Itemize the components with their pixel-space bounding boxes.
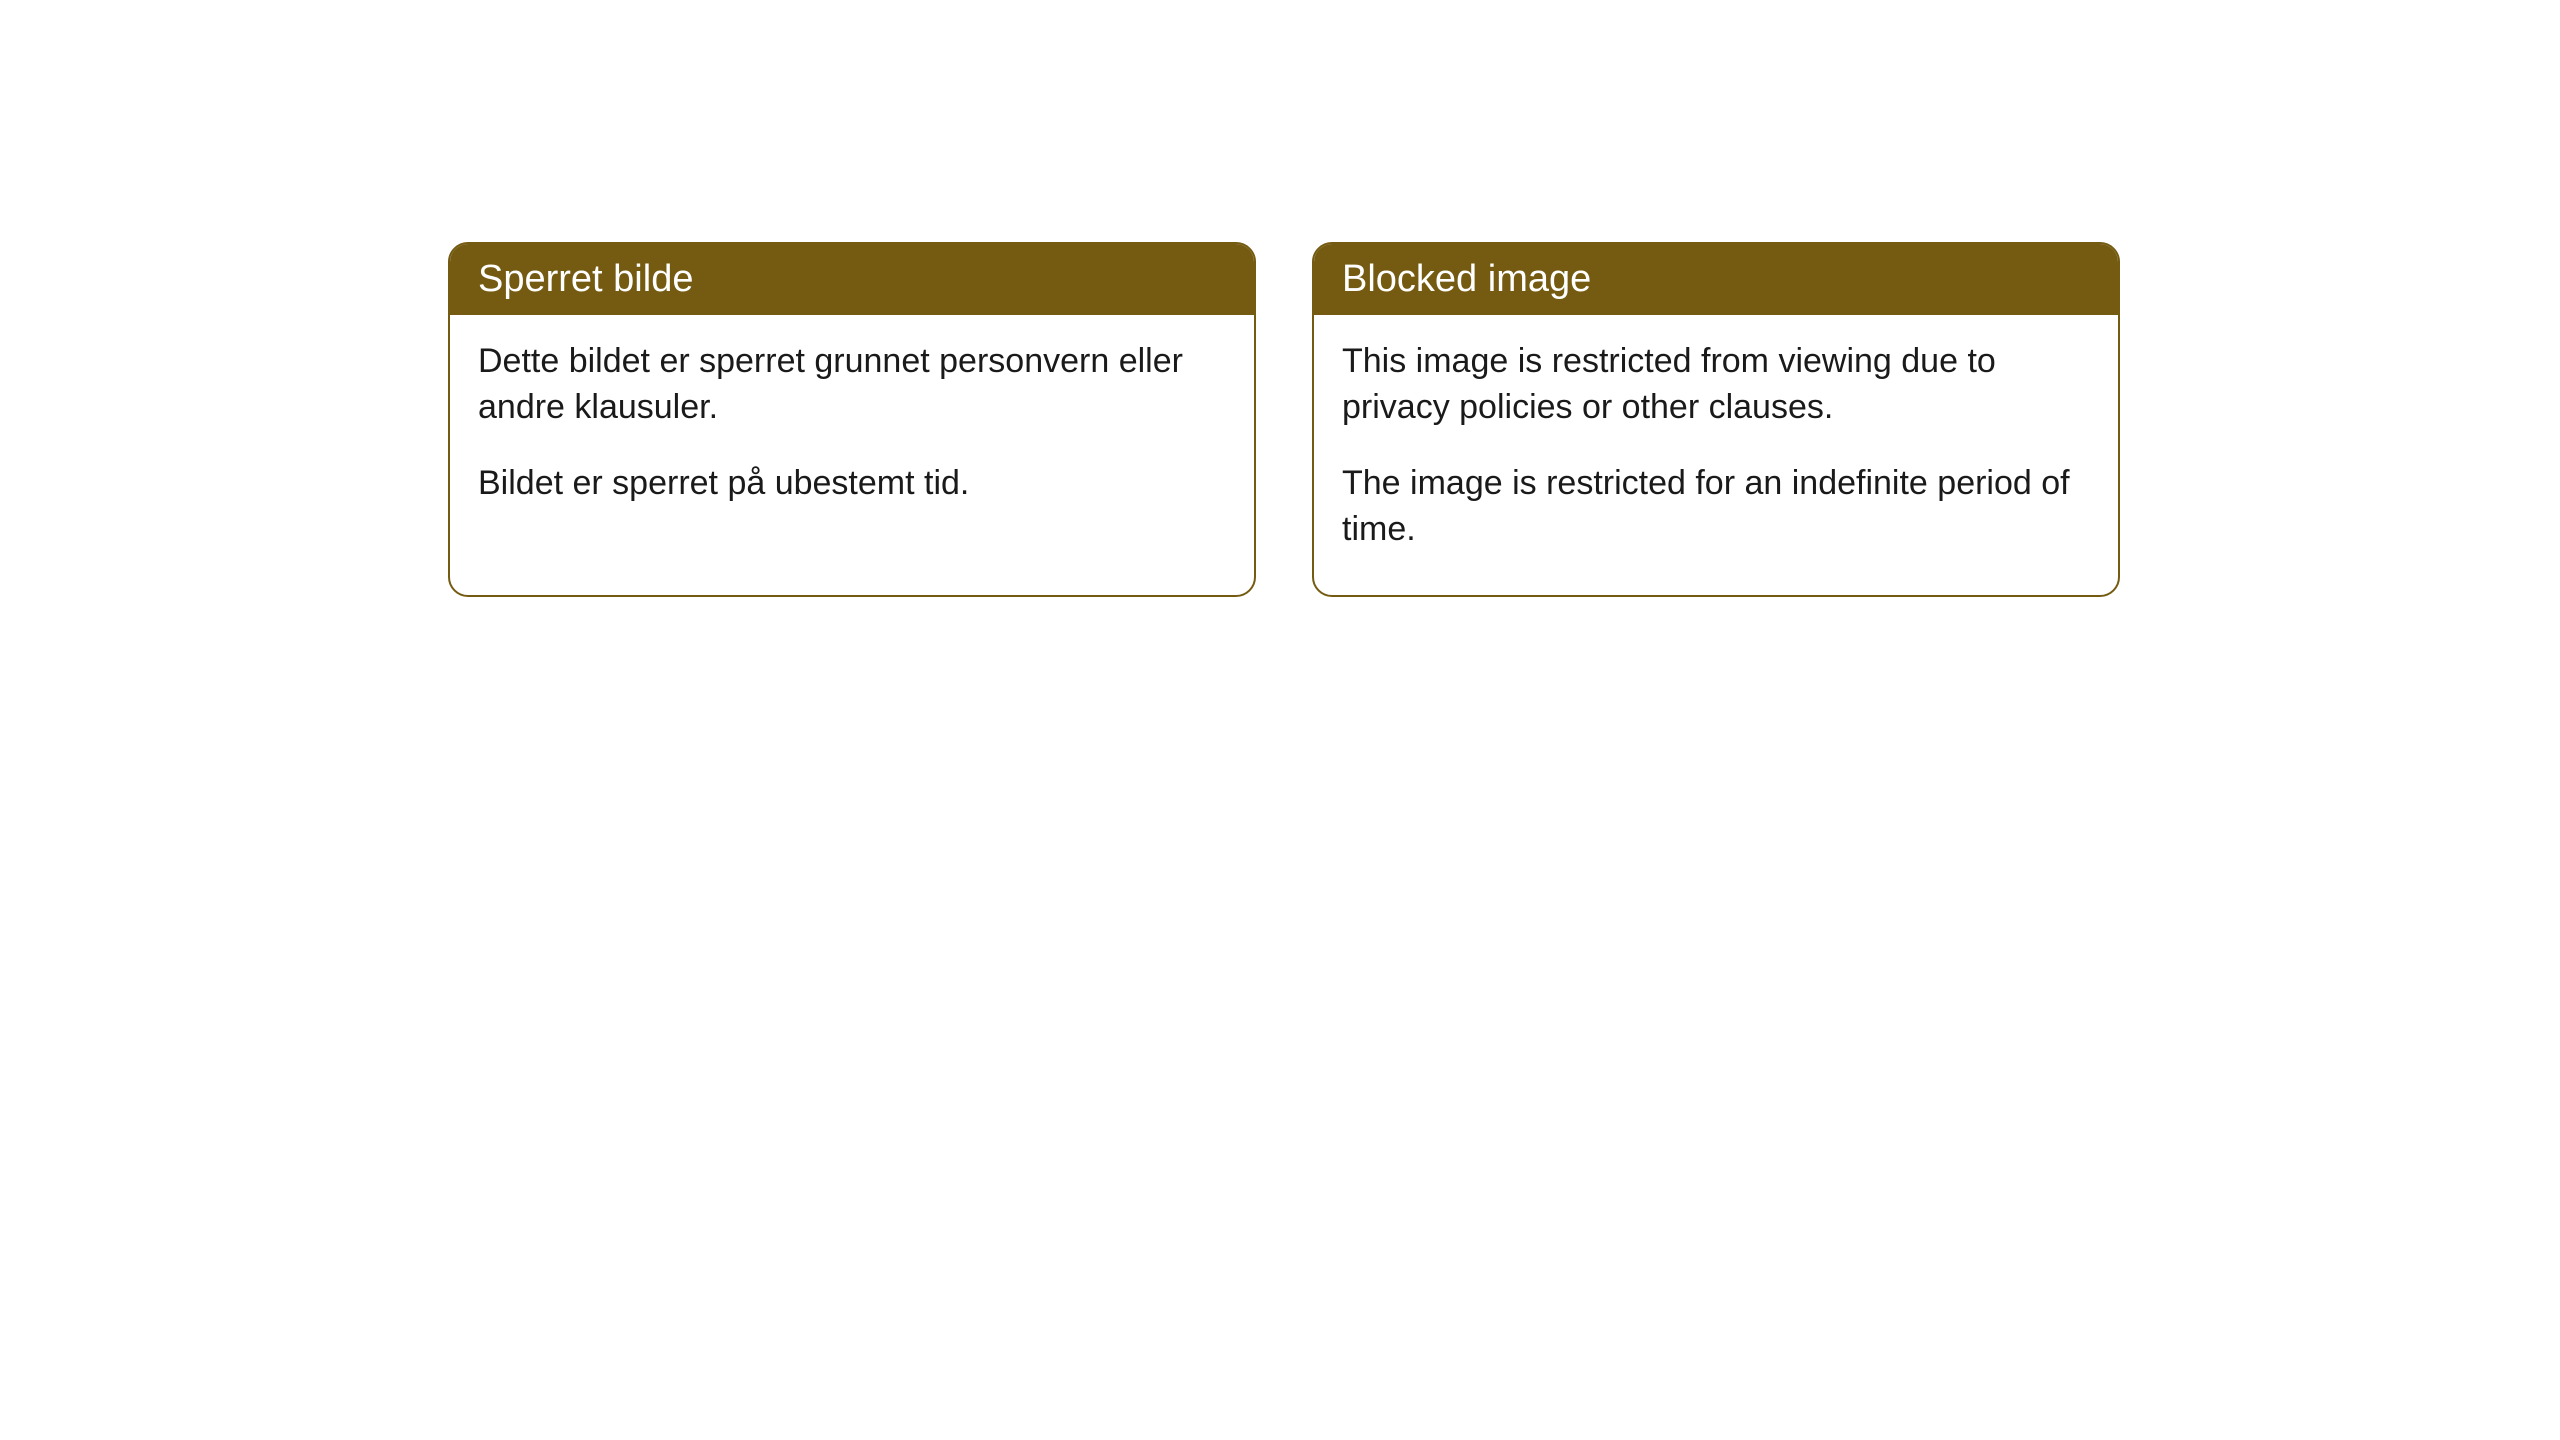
cards-container: Sperret bilde Dette bildet er sperret gr… <box>0 0 2560 597</box>
card-paragraph: Dette bildet er sperret grunnet personve… <box>478 339 1226 431</box>
blocked-image-card-english: Blocked image This image is restricted f… <box>1312 242 2120 597</box>
card-title: Sperret bilde <box>478 258 693 300</box>
card-body: This image is restricted from viewing du… <box>1314 315 2118 595</box>
card-header: Blocked image <box>1314 244 2118 315</box>
card-body: Dette bildet er sperret grunnet personve… <box>450 315 1254 549</box>
card-title: Blocked image <box>1342 258 1591 300</box>
card-paragraph: The image is restricted for an indefinit… <box>1342 461 2090 553</box>
card-paragraph: Bildet er sperret på ubestemt tid. <box>478 461 1226 507</box>
blocked-image-card-norwegian: Sperret bilde Dette bildet er sperret gr… <box>448 242 1256 597</box>
card-header: Sperret bilde <box>450 244 1254 315</box>
card-paragraph: This image is restricted from viewing du… <box>1342 339 2090 431</box>
